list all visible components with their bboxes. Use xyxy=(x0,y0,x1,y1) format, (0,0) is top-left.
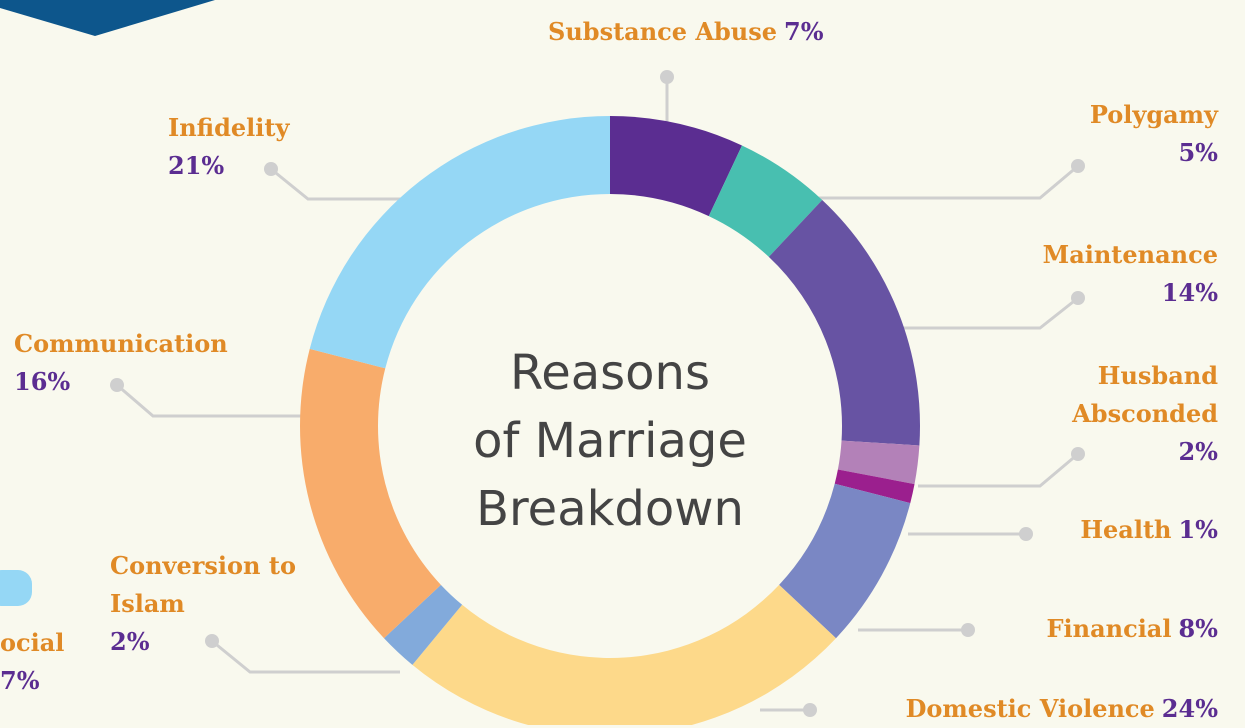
side-label: ocial 7% xyxy=(0,624,64,700)
category-name: Polygamy xyxy=(1090,100,1218,129)
category-name: Health xyxy=(1080,515,1171,544)
value-label: 2% xyxy=(1018,433,1218,471)
category-name: Financial xyxy=(1046,614,1171,643)
value-label: 8% xyxy=(1178,614,1218,643)
center-title: of Marriage xyxy=(410,408,810,475)
category-name: Substance Abuse xyxy=(548,17,777,46)
value-label: 7% xyxy=(784,17,824,46)
leader-dot xyxy=(1019,527,1033,541)
slice-label: Conversion to Islam 2% xyxy=(110,547,300,661)
slice-label: Husband Absconded 2% xyxy=(1018,357,1218,471)
leader-dot xyxy=(660,70,674,84)
slice-label: Communication 16% xyxy=(14,325,228,401)
slice-label: Maintenance 14% xyxy=(1043,236,1218,312)
value-label: 14% xyxy=(1043,274,1218,312)
value-label: 24% xyxy=(1162,694,1218,723)
leader-line xyxy=(790,166,1078,198)
center-title: Breakdown xyxy=(410,476,810,543)
leader-dot xyxy=(1071,159,1085,173)
value-label: 5% xyxy=(1090,134,1218,172)
center-title: Reasons xyxy=(410,340,810,407)
corner-shape xyxy=(0,0,215,36)
side-name: ocial xyxy=(0,628,64,657)
slice-label: Polygamy 5% xyxy=(1090,96,1218,172)
leader-dot xyxy=(803,703,817,717)
category-name: Maintenance xyxy=(1043,240,1218,269)
value-label: 16% xyxy=(14,363,228,401)
page: {"chart_data": {"type": "donut", "title"… xyxy=(0,0,1245,725)
category-name: Infidelity xyxy=(168,113,289,142)
slice xyxy=(412,585,836,725)
slice-label: Infidelity 21% xyxy=(168,109,289,185)
leader-dot xyxy=(961,623,975,637)
category-name: Communication xyxy=(14,329,228,358)
side-button xyxy=(0,570,32,606)
category-name: Domestic Violence xyxy=(906,694,1155,723)
category-name: Husband Absconded xyxy=(1072,361,1218,428)
value-label: 21% xyxy=(168,147,289,185)
value-label: 1% xyxy=(1178,515,1218,544)
slice xyxy=(310,116,610,368)
side-percent: 7% xyxy=(0,662,64,700)
leader-line xyxy=(271,169,420,199)
category-name: Conversion to Islam xyxy=(110,551,296,618)
value-label: 2% xyxy=(110,623,300,661)
